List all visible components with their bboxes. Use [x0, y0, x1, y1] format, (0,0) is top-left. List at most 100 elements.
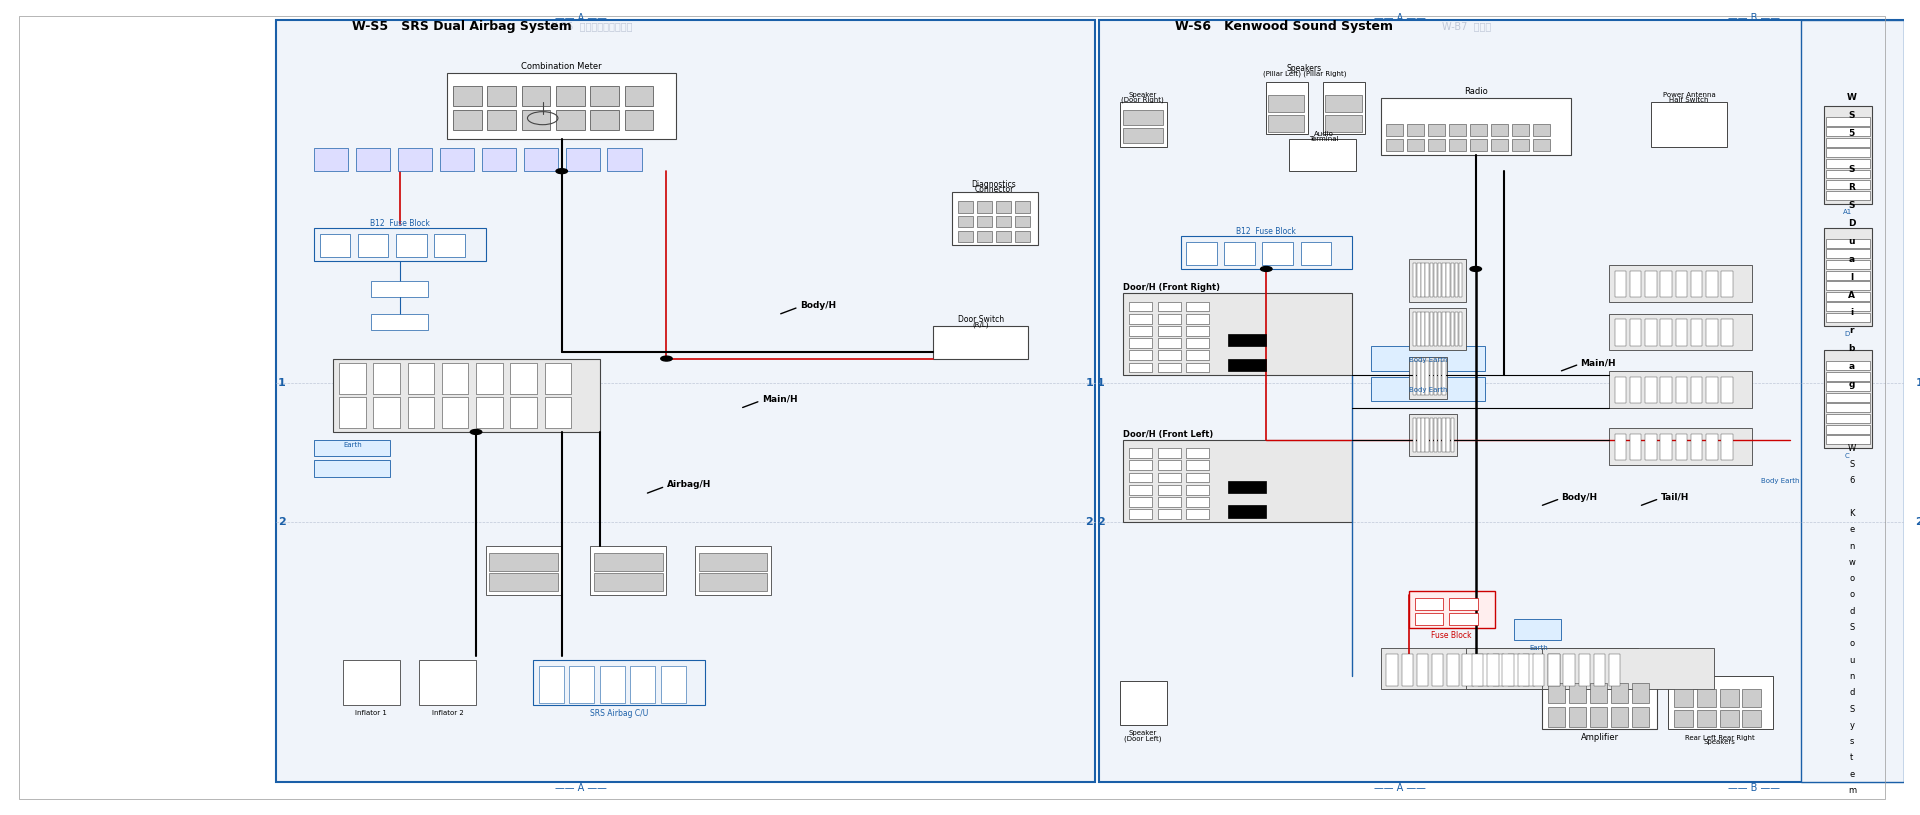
Bar: [1430, 418, 1432, 452]
Bar: [482, 148, 516, 171]
Bar: [1417, 263, 1421, 297]
Bar: [1569, 683, 1586, 703]
Bar: [1615, 319, 1626, 346]
Bar: [1428, 139, 1446, 151]
Bar: [534, 660, 705, 705]
Bar: [1651, 102, 1728, 147]
Bar: [1158, 497, 1181, 507]
Bar: [1129, 485, 1152, 495]
Bar: [1450, 124, 1467, 136]
Bar: [1229, 359, 1267, 371]
Bar: [1438, 263, 1442, 297]
Text: 1: 1: [278, 378, 286, 388]
Bar: [1098, 20, 1920, 782]
Bar: [1413, 418, 1417, 452]
Bar: [371, 314, 428, 330]
Bar: [589, 110, 618, 130]
Bar: [1407, 124, 1425, 136]
Bar: [1225, 242, 1256, 265]
Bar: [1824, 106, 1872, 204]
Text: —— A ——: —— A ——: [1373, 13, 1425, 23]
Bar: [1425, 263, 1428, 297]
Bar: [1129, 338, 1152, 348]
Text: W-S6   Kenwood Sound System: W-S6 Kenwood Sound System: [1175, 20, 1392, 33]
Circle shape: [1261, 267, 1273, 271]
Text: Combination Meter: Combination Meter: [522, 62, 603, 72]
Bar: [1421, 418, 1425, 452]
Bar: [1676, 271, 1688, 297]
Bar: [315, 440, 390, 456]
Bar: [1824, 350, 1872, 448]
Bar: [1158, 338, 1181, 348]
Bar: [1129, 363, 1152, 372]
Text: l: l: [1851, 272, 1853, 282]
Bar: [1129, 497, 1152, 507]
Text: Body/H: Body/H: [801, 301, 835, 311]
Bar: [1661, 434, 1672, 460]
Bar: [1434, 263, 1438, 297]
Bar: [1187, 497, 1210, 507]
Text: g: g: [1849, 380, 1855, 390]
Bar: [1425, 312, 1428, 346]
Bar: [1630, 377, 1642, 403]
Bar: [1645, 319, 1657, 346]
Bar: [1630, 271, 1642, 297]
Bar: [1263, 242, 1292, 265]
Bar: [1123, 293, 1352, 375]
Bar: [589, 86, 618, 106]
Bar: [1511, 124, 1528, 136]
Bar: [1826, 117, 1870, 126]
Bar: [1187, 314, 1210, 324]
Text: 2: 2: [1916, 517, 1920, 526]
Text: 5: 5: [1849, 129, 1855, 139]
Bar: [1826, 239, 1870, 248]
Bar: [1697, 710, 1716, 727]
Bar: [1421, 263, 1425, 297]
Text: s: s: [1849, 737, 1855, 747]
Bar: [1826, 372, 1870, 381]
Bar: [1645, 434, 1657, 460]
Text: —— B ——: —— B ——: [1728, 783, 1780, 793]
Text: Radio: Radio: [1463, 86, 1488, 96]
Bar: [1434, 418, 1438, 452]
Bar: [1425, 418, 1428, 452]
Bar: [1407, 139, 1425, 151]
Bar: [1674, 710, 1693, 727]
Bar: [1513, 619, 1561, 640]
Bar: [1158, 350, 1181, 360]
Text: Terminal: Terminal: [1309, 135, 1338, 142]
Bar: [1129, 302, 1152, 311]
Bar: [1668, 676, 1772, 729]
Bar: [1430, 361, 1432, 395]
Bar: [1158, 485, 1181, 495]
Text: b: b: [1849, 344, 1855, 354]
Bar: [453, 110, 482, 130]
Circle shape: [660, 356, 672, 361]
Bar: [630, 666, 655, 703]
Bar: [1826, 260, 1870, 269]
Bar: [1741, 689, 1761, 707]
Bar: [371, 281, 428, 297]
Bar: [1826, 302, 1870, 311]
Text: Main/H: Main/H: [762, 394, 797, 404]
Bar: [1016, 216, 1031, 227]
Bar: [355, 148, 390, 171]
Bar: [1548, 654, 1559, 686]
Bar: [315, 228, 486, 261]
Text: B12  Fuse Block: B12 Fuse Block: [371, 218, 430, 228]
Bar: [545, 363, 572, 394]
Bar: [1409, 308, 1467, 350]
Text: n: n: [1849, 541, 1855, 551]
Bar: [1826, 382, 1870, 391]
Bar: [1548, 683, 1565, 703]
Text: a: a: [1849, 254, 1855, 264]
Text: —— A ——: —— A ——: [1373, 783, 1425, 793]
Bar: [624, 110, 653, 130]
Bar: [1676, 319, 1688, 346]
Text: Power Antenna: Power Antenna: [1663, 92, 1715, 99]
Bar: [1609, 654, 1620, 686]
Bar: [1722, 434, 1734, 460]
Circle shape: [470, 430, 482, 434]
Bar: [1434, 312, 1438, 346]
Bar: [419, 660, 476, 705]
